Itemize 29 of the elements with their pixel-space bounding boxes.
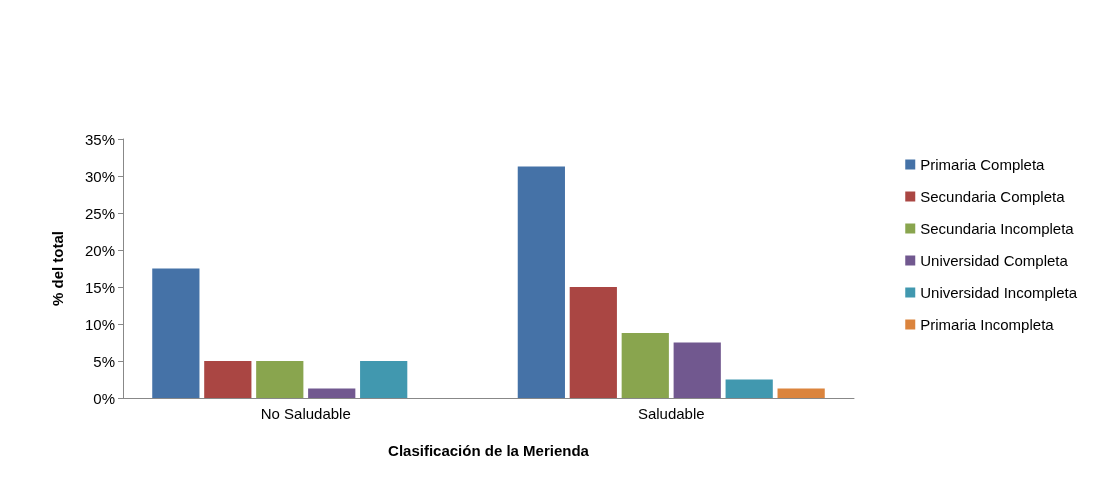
y-tick-label: 10%	[84, 315, 115, 333]
y-tick-label: 35%	[84, 130, 115, 148]
x-tick-label: Saludable	[637, 405, 705, 422]
y-tick-label: 25%	[84, 204, 115, 222]
y-tick-label: 5%	[93, 352, 115, 370]
legend-label: Universidad Completa	[920, 252, 1069, 269]
bar	[569, 287, 617, 398]
y-tick-label: 20%	[84, 241, 115, 259]
y-tick-label: 30%	[84, 167, 115, 185]
y-tick-label: 0%	[93, 389, 115, 407]
legend-label: Primaria Completa	[920, 156, 1046, 173]
x-tick-label: No Saludable	[260, 405, 351, 422]
legend-label: Secundaria Completa	[920, 188, 1066, 205]
y-axis-title: % del total	[49, 230, 66, 307]
bar	[673, 342, 721, 398]
legend-label: Secundaria Incompleta	[920, 220, 1075, 237]
bar	[204, 361, 252, 398]
bar	[621, 332, 669, 398]
bar	[360, 361, 408, 398]
y-tick-label: 15%	[84, 278, 115, 296]
x-axis-title: Clasificación de la Merienda	[388, 442, 590, 459]
bar	[725, 379, 773, 398]
legend-label: Universidad Incompleta	[920, 284, 1078, 301]
bar	[152, 268, 200, 398]
bar	[308, 388, 356, 398]
bar	[777, 388, 825, 398]
bar	[517, 166, 565, 398]
legend-label: Primaria Incompleta	[920, 316, 1055, 333]
bar	[256, 361, 304, 398]
